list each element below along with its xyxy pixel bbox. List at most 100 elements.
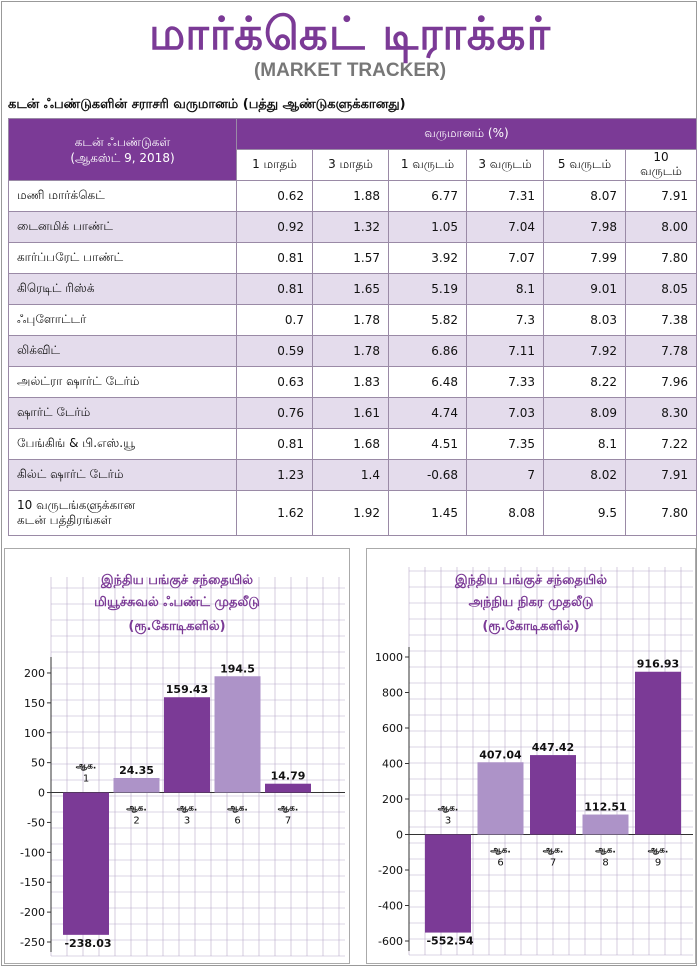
chart-title-line: இந்திய பங்குச் சந்தையில் (100, 573, 253, 588)
return-value: 8.05 (625, 273, 697, 305)
return-value: 1.78 (312, 304, 389, 336)
return-value: 1.92 (312, 490, 389, 536)
category-month-label: ஆக. (438, 804, 459, 814)
category-month-label: ஆக. (76, 762, 97, 772)
period-header: 10 வருடம் (625, 149, 697, 181)
return-value: 8.02 (543, 459, 626, 491)
table-row: லிக்விட் 0.59 1.78 6.86 7.11 7.92 7.78 (8, 335, 697, 367)
return-value: 7 (466, 459, 544, 491)
return-value: 1.23 (236, 459, 313, 491)
category-day-label: 2 (133, 816, 139, 827)
return-value: 1.61 (312, 397, 389, 429)
return-value: 8.1 (466, 273, 544, 305)
category-month-label: ஆக. (177, 804, 198, 814)
fund-header-label: கடன் ஃபண்டுகள் (74, 134, 171, 149)
category-month-label: ஆக. (490, 846, 511, 856)
y-tick-label: -200 (378, 864, 403, 877)
return-value: 0.59 (236, 335, 313, 367)
return-value: 4.74 (388, 397, 467, 429)
bar-value-label: -552.54 (426, 935, 473, 948)
category-day-label: 6 (234, 816, 240, 827)
return-value: 8.00 (625, 211, 697, 243)
return-value: 0.81 (236, 428, 313, 460)
return-value: 0.92 (236, 211, 313, 243)
category-day-label: 6 (497, 858, 503, 869)
bar (530, 755, 576, 835)
chart-title-line: (ரூ.கோடிகளில்) (128, 619, 226, 634)
return-value: 7.99 (543, 242, 626, 274)
return-value: 0.81 (236, 242, 313, 274)
bar (113, 777, 160, 793)
bar (635, 671, 681, 835)
return-value: 8.08 (466, 490, 544, 536)
return-value: -0.68 (388, 459, 467, 491)
category-month-label: ஆக. (648, 846, 669, 856)
return-value: 7.98 (543, 211, 626, 243)
fund-name: மணி மார்க்கெட் (8, 180, 237, 212)
bar (214, 676, 261, 793)
y-tick-label: 800 (382, 687, 403, 700)
return-value: 1.83 (312, 366, 389, 398)
return-value: 7.33 (466, 366, 544, 398)
fund-name-line: கடன் பத்திரங்கள் (17, 513, 112, 527)
return-value: 1.45 (388, 490, 467, 536)
return-value: 7.11 (466, 335, 544, 367)
y-tick-label: -400 (378, 900, 403, 913)
bar-value-label: 159.43 (166, 683, 208, 696)
return-value: 8.09 (543, 397, 626, 429)
y-tick-label: 400 (382, 758, 403, 771)
return-value: 6.48 (388, 366, 467, 398)
return-value: 9.5 (543, 490, 626, 536)
y-tick-label: 50 (31, 757, 45, 770)
return-value: 0.62 (236, 180, 313, 212)
return-value: 8.1 (543, 428, 626, 460)
table-row: கில்ட் ஷார்ட் டேர்ம் 1.23 1.4 -0.68 7 8.02 7.9… (8, 459, 697, 491)
period-header: 1 வருடம் (388, 149, 467, 181)
y-tick-label: -250 (20, 936, 45, 949)
y-tick-label: -150 (20, 876, 45, 889)
table-row: கிரெடிட் ரிஸ்க் 0.81 1.65 5.19 8.1 9.01 8.05 (8, 273, 697, 305)
y-tick-label: 0 (38, 787, 45, 800)
chart-title-line: அந்நிய நிகர முதலீடு (468, 595, 594, 610)
period-header: 3 மாதம் (312, 149, 389, 181)
chart-title-line: இந்திய பங்குச் சந்தையில் (454, 573, 607, 588)
return-value: 8.03 (543, 304, 626, 336)
bar-value-label: 112.51 (584, 801, 626, 814)
period-header: 3 வருடம் (466, 149, 544, 181)
fund-name: கில்ட் ஷார்ட் டேர்ம் (8, 459, 237, 491)
return-value: 6.86 (388, 335, 467, 367)
y-tick-label: 0 (396, 829, 403, 842)
yield-header: வருமானம் (%) (236, 118, 697, 150)
return-value: 1.65 (312, 273, 389, 305)
fund-name: லிக்விட் (8, 335, 237, 367)
y-tick-label: 100 (24, 727, 45, 740)
category-day-label: 3 (184, 816, 190, 827)
table-row: கார்ப்பரேட் பாண்ட் 0.81 1.57 3.92 7.07 7.99 7.… (8, 242, 697, 274)
chart-svg: 1000 800 600 400 200 0 -200 -400 -600 -552.54 ஆக. 3… (375, 567, 693, 956)
return-value: 3.92 (388, 242, 467, 274)
category-day-label: 7 (285, 816, 291, 827)
table-row: 10 வருடங்களுக்கான கடன் பத்திரங்கள் 1.62 1.9… (8, 490, 697, 536)
return-value: 7.91 (625, 459, 697, 491)
bar-value-label: -238.03 (64, 937, 111, 950)
y-tick-label: 1000 (375, 651, 403, 664)
returns-table: கடன் ஃபண்டுகள் (ஆகஸ்ட் 9, 2018) வருமானம்… (8, 118, 697, 536)
y-tick-label: 150 (24, 697, 45, 710)
chart-title-line: மியூச்சுவல் ஃபண்ட் முதலீடு (94, 595, 260, 610)
y-tick-label: 600 (382, 722, 403, 735)
fund-name: கார்ப்பரேட் பாண்ட் (8, 242, 237, 274)
category-month-label: ஆக. (543, 846, 564, 856)
mutual-fund-chart: 200 150 100 50 0 -50 -100 -150 -200 -250 -238.03 ஆக… (4, 548, 350, 964)
return-value: 7.31 (466, 180, 544, 212)
fund-name: ஃபுளோட்டர் (8, 304, 237, 336)
return-value: 1.4 (312, 459, 389, 491)
bar-value-label: 916.93 (637, 658, 679, 671)
page-title: மார்க்கெட் டிராக்கர் (149, 7, 551, 60)
chart-title-line: (ரூ.கோடிகளில்) (482, 619, 580, 634)
category-day-label: 1 (83, 774, 89, 785)
return-value: 8.07 (543, 180, 626, 212)
return-value: 5.19 (388, 273, 467, 305)
category-month-label: ஆக. (278, 804, 299, 814)
fund-name: அல்ட்ரா ஷார்ட் டேர்ம் (8, 366, 237, 398)
fund-name-line: 10 வருடங்களுக்கான (17, 498, 136, 512)
